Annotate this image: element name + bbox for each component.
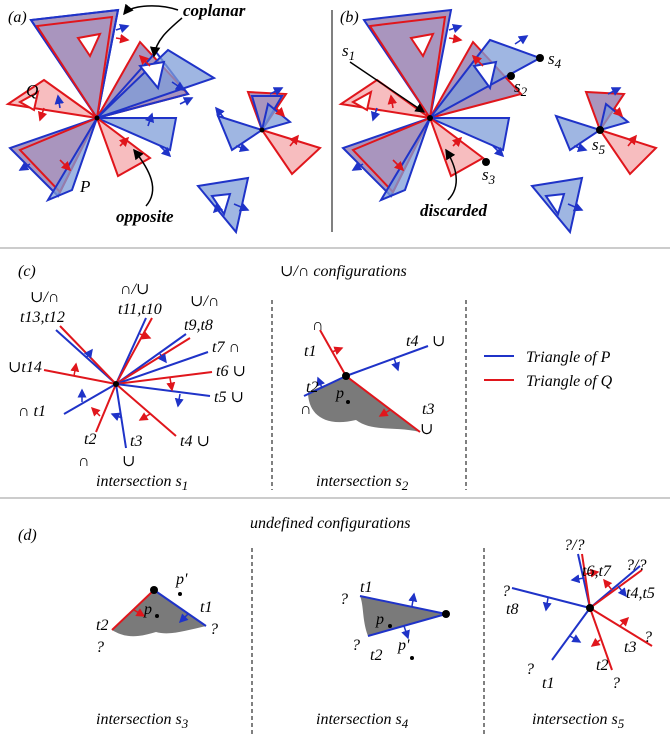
s2-t2: t2 — [306, 379, 318, 396]
s5-t3: t3 — [624, 639, 636, 656]
coplanar-label: coplanar — [183, 1, 246, 20]
t11t10-label: t11,t10 — [118, 301, 162, 318]
s2-label: s2 — [514, 77, 528, 99]
t9t8-sym: ∪/∩ — [190, 293, 219, 310]
s2-t4-sym: ∪ — [432, 333, 445, 350]
legend-Q: Triangle of Q — [526, 373, 613, 390]
panel-b-label: (b) — [340, 9, 359, 26]
t6-label: t6 ∪ — [216, 363, 246, 380]
t3-label: t3 — [130, 433, 142, 450]
s5-q3: ? — [644, 629, 652, 646]
caption-s1: intersection s1 — [96, 473, 188, 493]
s2-t4: t4 — [406, 333, 418, 350]
t11t10-sym: ∩/∪ — [120, 281, 149, 298]
s4-q1: ? — [340, 591, 348, 608]
s4-t2: t2 — [370, 647, 382, 664]
s3-pp: p' — [175, 571, 188, 588]
caption-s2: intersection s2 — [316, 473, 409, 493]
caption-s5: intersection s5 — [532, 711, 625, 731]
s2-t3-sym: ∪ — [420, 421, 433, 438]
s4-q2: ? — [352, 637, 360, 654]
s1-label: s1 — [342, 41, 355, 63]
s5-t8: t8 — [506, 601, 518, 618]
s2-t2-sym: ∩ — [300, 401, 312, 418]
discarded-label: discarded — [420, 201, 488, 220]
t2-sym: ∩ — [78, 453, 90, 470]
s4-p: p — [375, 611, 384, 628]
s3-label: s3 — [482, 165, 496, 187]
t14-label: ∪t14 — [8, 359, 42, 376]
s5-q8: ? — [502, 583, 510, 600]
t3-sym: ∪ — [122, 453, 135, 470]
panel-d: (d) undefined configurations t2 ? p p' t… — [18, 515, 655, 734]
s5-t1: t1 — [542, 675, 554, 692]
s5-label: s5 — [592, 135, 606, 157]
panel-a: (a) — [5, 1, 322, 235]
panel-d-title: undefined configurations — [250, 515, 410, 532]
s3-t1: t1 — [200, 599, 212, 616]
panel-c-title: ∪/∩ configurations — [280, 263, 407, 280]
t5-label: t5 ∪ — [214, 389, 244, 406]
opposite-label: opposite — [116, 207, 174, 226]
s3-q1: ? — [96, 639, 104, 656]
panel-c-label: (c) — [18, 263, 36, 280]
s2-p: p — [335, 385, 344, 402]
t13t12-label: t13,t12 — [20, 309, 65, 326]
region-s3 — [112, 590, 206, 637]
s5-t4t5: t4,t5 — [626, 585, 655, 602]
legend: Triangle of P Triangle of Q — [484, 349, 613, 390]
region-s2 — [308, 376, 420, 432]
t13t12-sym: ∪/∩ — [30, 289, 59, 306]
panel-b: (b) — [338, 8, 658, 235]
Q-label: Q — [26, 81, 38, 100]
s5-qq1: ?/? — [564, 537, 584, 554]
t7-label: t7 ∩ — [212, 339, 240, 356]
panel-c: (c) ∪/∩ configurations — [8, 263, 613, 493]
s3-t2: t2 — [96, 617, 108, 634]
s5-q2: ? — [612, 675, 620, 692]
caption-s4: intersection s4 — [316, 711, 409, 731]
s5-qq2: ?/? — [626, 557, 646, 574]
s2-t1-sym: ∩ — [312, 317, 324, 334]
s2-t1: t1 — [304, 343, 316, 360]
t4-label: t4 ∪ — [180, 433, 210, 450]
s5-t2: t2 — [596, 657, 608, 674]
s3-q2: ? — [210, 621, 218, 638]
panel-a-label: (a) — [8, 9, 27, 26]
t1-label: ∩ t1 — [18, 403, 46, 420]
caption-s3: intersection s3 — [96, 711, 189, 731]
s4-t1: t1 — [360, 579, 372, 596]
s5-q1: ? — [526, 661, 534, 678]
P-label: P — [79, 177, 90, 196]
t2-label: t2 — [84, 431, 96, 448]
s4-pp: p' — [397, 637, 410, 654]
s3-p: p — [143, 601, 152, 618]
panel-d-label: (d) — [18, 527, 37, 544]
legend-P: Triangle of P — [526, 349, 611, 366]
t9t8-label: t9,t8 — [184, 317, 213, 334]
s4-label: s4 — [548, 49, 562, 71]
s2-t3: t3 — [422, 401, 434, 418]
region-s4 — [360, 596, 446, 636]
s5-t6t7: t6,t7 — [582, 563, 612, 580]
